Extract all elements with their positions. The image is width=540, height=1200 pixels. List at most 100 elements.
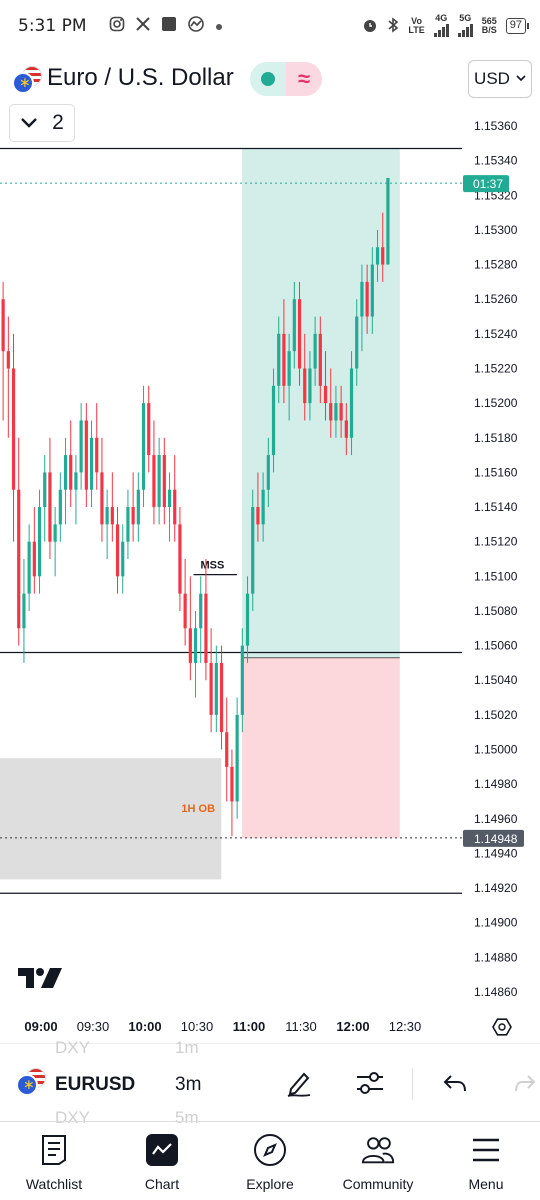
candle-down [365, 281, 369, 317]
collapse-layouts-button[interactable]: 2 [9, 104, 75, 142]
candle-down [381, 247, 385, 265]
candle-up [251, 507, 255, 594]
ghost-symbol-top: DXY [55, 1038, 90, 1057]
x-axis-tick: 11:00 [233, 1019, 266, 1034]
candle-up [63, 455, 68, 490]
ghost-interval-top: 1m [175, 1038, 199, 1057]
market-status-pill[interactable]: ≈ [250, 62, 322, 96]
candle-down [131, 507, 135, 525]
chart-settings-icon-center [498, 1023, 506, 1031]
y-axis-tick: 1.15200 [474, 396, 518, 410]
nav-watchlist-label: Watchlist [25, 1176, 83, 1192]
battery-level: 97 [509, 19, 522, 31]
candle-down [152, 455, 156, 508]
countdown-tag [463, 175, 509, 193]
candle-down [48, 472, 52, 542]
currency-selector[interactable]: USD [468, 60, 532, 98]
candle-down [32, 541, 36, 577]
bluetooth-icon [387, 16, 399, 36]
indicators-sliders-icon[interactable] [353, 1066, 387, 1100]
signal-icon [457, 23, 473, 37]
redo-icon[interactable] [510, 1066, 540, 1100]
ob-label: 1H OB [181, 803, 215, 815]
4g-label: 4G [435, 12, 448, 23]
countdown-label: 01:37 [473, 177, 503, 191]
candle-up [27, 541, 31, 594]
candle-down [204, 593, 208, 663]
candle-up [58, 489, 62, 525]
y-axis-tick: 1.14960 [474, 812, 518, 826]
candle-down [110, 507, 114, 525]
low-price-tag [463, 829, 524, 847]
candle-down [100, 472, 104, 525]
nav-watchlist[interactable]: Watchlist [0, 1122, 108, 1200]
toolbar-interval[interactable]: 3m [175, 1074, 202, 1095]
tradingview-logo-icon [18, 968, 62, 988]
candle-down [95, 437, 99, 473]
chart-header: Euro / U.S. Dollar ≈ USD [0, 56, 540, 106]
candle-up [386, 177, 390, 265]
undo-icon[interactable] [438, 1066, 472, 1100]
nav-community[interactable]: Community [324, 1122, 432, 1200]
long-position-stop-zone[interactable] [242, 657, 400, 838]
toolbar-symbol[interactable]: EURUSD [55, 1074, 136, 1095]
nav-chart[interactable]: Chart [108, 1122, 216, 1200]
x-axis-tick: 12:00 [336, 1019, 369, 1034]
signal-icon [433, 23, 449, 37]
ghost-interval-bottom: 5m [175, 1108, 199, 1127]
watchlist-icon [36, 1132, 72, 1168]
candle-up [79, 420, 83, 473]
y-axis-tick: 1.14980 [474, 777, 518, 791]
chart-settings-icon[interactable] [492, 1018, 512, 1036]
order-block-zone [0, 758, 222, 880]
candle-up [334, 403, 338, 421]
candle-up [355, 316, 359, 369]
battery-icon: 97 [505, 18, 530, 34]
candle-down [178, 524, 182, 594]
approx-wave-icon: ≈ [286, 62, 322, 96]
nav-explore[interactable]: Explore [216, 1122, 324, 1200]
candle-up [199, 593, 203, 629]
symbol-title[interactable]: Euro / U.S. Dollar [47, 64, 234, 91]
candle-down [173, 489, 177, 525]
candle-up [121, 541, 125, 577]
candle-up [375, 247, 380, 265]
candle-down [219, 662, 224, 733]
5g-indicator: 5G [457, 12, 473, 39]
nav-menu[interactable]: Menu [432, 1122, 540, 1200]
candle-up [74, 472, 78, 490]
5g-label: 5G [459, 12, 472, 23]
candle-down [115, 524, 120, 577]
volte-indicator: Vo LTE [408, 17, 424, 35]
alarm-icon [362, 17, 378, 36]
tradingview-notify-icon [187, 16, 205, 36]
y-axis-tick: 1.15240 [474, 327, 518, 341]
drawing-pencil-icon[interactable] [282, 1066, 316, 1100]
y-axis-tick: 1.14880 [474, 950, 518, 964]
candle-up [313, 333, 317, 369]
chevron-down-icon [516, 73, 526, 85]
candle-up [308, 368, 312, 404]
layout-count: 2 [52, 111, 64, 134]
candle-down [17, 489, 21, 629]
y-axis-tick: 1.15360 [474, 119, 518, 133]
mss-label: MSS [200, 560, 224, 572]
4g-indicator: 4G [433, 12, 449, 39]
candle-up [360, 281, 364, 317]
net-speed-value: 565 [481, 16, 497, 26]
long-position-target-zone[interactable] [242, 148, 400, 658]
candle-up [37, 507, 42, 577]
x-axis-tick: 10:30 [181, 1019, 214, 1034]
y-axis-tick: 1.15180 [474, 431, 518, 445]
compass-icon [252, 1132, 288, 1168]
low-price-label: 1.14948 [474, 832, 518, 846]
candle-up [277, 333, 281, 386]
app-square-icon [161, 16, 177, 36]
y-axis-tick: 1.15280 [474, 258, 518, 272]
candle-down [282, 333, 286, 386]
candle-up [136, 489, 140, 525]
y-axis-tick: 1.15260 [474, 292, 518, 306]
y-axis-tick: 1.15160 [474, 465, 518, 479]
candle-up [271, 385, 276, 456]
